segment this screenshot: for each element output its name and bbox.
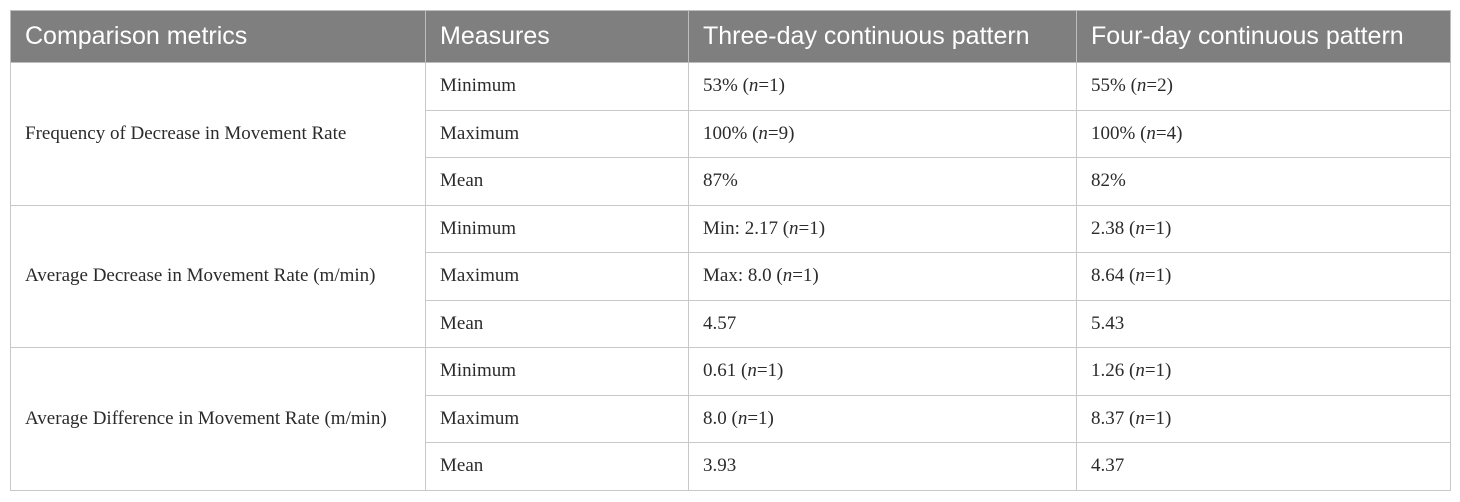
value-cell: 5.43 bbox=[1076, 299, 1451, 348]
table-row: Frequency of Decrease in Movement Rate Mi… bbox=[10, 62, 1451, 206]
table-row: Mean 3.93 4.37 bbox=[11, 442, 1451, 491]
value-cell: 0.61 (n=1) bbox=[688, 347, 1077, 396]
table-row: Maximum 100% (n=9) 100% (n=4) bbox=[11, 109, 1451, 158]
measure-cell: Maximum bbox=[425, 394, 689, 443]
metric-cell: Average Difference in Movement Rate (m/m… bbox=[10, 347, 426, 491]
header-cell: Four-day continuous pattern bbox=[1076, 10, 1451, 63]
value-cell: 8.0 (n=1) bbox=[688, 394, 1077, 443]
metric-cell: Average Decrease in Movement Rate (m/min… bbox=[10, 204, 426, 348]
value-cell: 8.64 (n=1) bbox=[1076, 252, 1451, 301]
value-cell: 100% (n=9) bbox=[688, 109, 1077, 158]
table-row: Average Decrease in Movement Rate (m/min… bbox=[10, 204, 1451, 348]
metric-cell: Frequency of Decrease in Movement Rate bbox=[10, 62, 426, 206]
value-cell: 1.26 (n=1) bbox=[1076, 347, 1451, 396]
value-cell: 4.57 bbox=[688, 299, 1077, 348]
value-cell: 82% bbox=[1076, 157, 1451, 206]
header-cell: Comparison metrics bbox=[10, 10, 426, 63]
measure-cell: Mean bbox=[425, 157, 689, 206]
value-cell: 100% (n=4) bbox=[1076, 109, 1451, 158]
value-cell: 3.93 bbox=[688, 442, 1077, 491]
measure-cell: Maximum bbox=[425, 252, 689, 301]
table-row: Mean 87% 82% bbox=[11, 157, 1451, 206]
table-row: Mean 4.57 5.43 bbox=[11, 299, 1451, 348]
table-body: Frequency of Decrease in Movement Rate Mi… bbox=[10, 62, 1451, 491]
value-cell: 87% bbox=[688, 157, 1077, 206]
value-cell: 4.37 bbox=[1076, 442, 1451, 491]
value-cell: Max: 8.0 (n=1) bbox=[688, 252, 1077, 301]
header-row: Comparison metrics Measures Three-day co… bbox=[10, 10, 1451, 63]
value-cell: 55% (n=2) bbox=[1076, 62, 1451, 111]
measure-cell: Mean bbox=[425, 442, 689, 491]
data-table: Comparison metrics Measures Three-day co… bbox=[10, 10, 1451, 491]
measure-cell: Minimum bbox=[425, 62, 689, 111]
value-cell: 8.37 (n=1) bbox=[1076, 394, 1451, 443]
table-row: Average Difference in Movement Rate (m/m… bbox=[10, 347, 1451, 491]
measure-cell: Minimum bbox=[425, 347, 689, 396]
value-cell: 2.38 (n=1) bbox=[1076, 204, 1451, 253]
measure-cell: Minimum bbox=[425, 204, 689, 253]
measure-cell: Mean bbox=[425, 299, 689, 348]
header-cell: Measures bbox=[425, 10, 689, 63]
header-cell: Three-day continuous pattern bbox=[688, 10, 1077, 63]
measure-cell: Maximum bbox=[425, 109, 689, 158]
value-cell: Min: 2.17 (n=1) bbox=[688, 204, 1077, 253]
value-cell: 53% (n=1) bbox=[688, 62, 1077, 111]
